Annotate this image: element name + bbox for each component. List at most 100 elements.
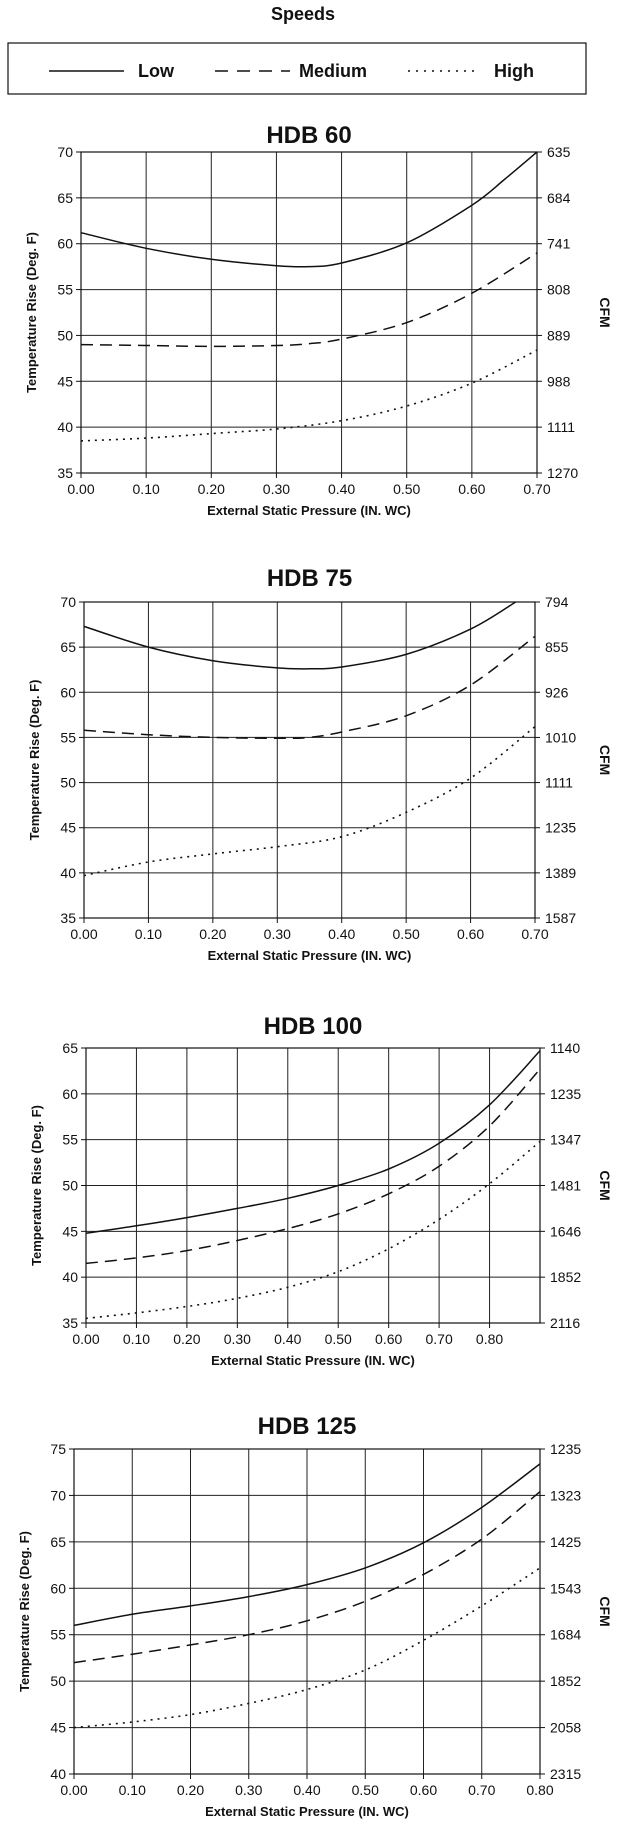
y2-tick-label: 1543 xyxy=(550,1580,581,1596)
y2-axis-label: CFM xyxy=(597,1170,613,1200)
x-tick-label: 0.10 xyxy=(135,926,162,942)
y-axis-label: Temperature Rise (Deg. F) xyxy=(17,1531,32,1692)
x-tick-label: 0.20 xyxy=(199,926,226,942)
y-tick-label: 45 xyxy=(60,820,76,836)
chart-title: HDB 100 xyxy=(264,1013,363,1040)
y2-tick-label: 635 xyxy=(547,144,571,160)
y-tick-label: 45 xyxy=(57,373,73,389)
chart-hdb-125: HDB 125 0.00 0.10 0.20 0.30 0.40 0.50 0.60 0.70 0… xyxy=(17,1413,613,1819)
y2-axis-label: CFM xyxy=(597,745,613,775)
y2-tick-label: 855 xyxy=(545,639,569,655)
series-line-medium xyxy=(85,1068,541,1265)
y-tick-label: 55 xyxy=(50,1627,66,1643)
y-axis-label: Temperature Rise (Deg. F) xyxy=(24,232,39,393)
y-tick-label: 60 xyxy=(57,236,73,252)
series-line-medium xyxy=(80,252,538,348)
x-tick-label: 0.20 xyxy=(198,481,225,497)
series-line-high xyxy=(83,725,536,877)
y-tick-label: 60 xyxy=(62,1086,78,1102)
y-tick-label: 60 xyxy=(60,684,76,700)
x-tick-label: 0.70 xyxy=(468,1782,495,1798)
x-tick-label: 0.50 xyxy=(325,1331,352,1347)
y-tick-label: 35 xyxy=(57,465,73,481)
x-tick-label: 0.40 xyxy=(328,481,355,497)
x-tick-label: 0.30 xyxy=(235,1782,262,1798)
y-tick-label: 40 xyxy=(50,1766,66,1782)
x-tick-label: 0.80 xyxy=(476,1331,503,1347)
x-axis-label: External Static Pressure (IN. WC) xyxy=(211,1353,415,1368)
series-line-medium xyxy=(73,1491,541,1664)
legend-label-high: High xyxy=(494,61,534,81)
y-tick-label: 65 xyxy=(50,1534,66,1550)
y2-tick-label: 1852 xyxy=(550,1673,581,1689)
y-tick-label: 70 xyxy=(50,1487,66,1503)
series-line-low xyxy=(83,601,517,670)
y-tick-label: 55 xyxy=(60,729,76,745)
x-tick-label: 0.40 xyxy=(274,1331,301,1347)
y-tick-label: 70 xyxy=(60,594,76,610)
x-tick-label: 0.10 xyxy=(119,1782,146,1798)
charts: HDB 60 0.00 0.10 0.20 0.30 0.40 0.50 0.60 0.70 35… xyxy=(17,122,613,1819)
y2-tick-label: 808 xyxy=(547,282,571,298)
y2-tick-label: 1481 xyxy=(550,1178,581,1194)
x-axis-label: External Static Pressure (IN. WC) xyxy=(208,948,412,963)
x-tick-label: 0.30 xyxy=(263,481,290,497)
series-line-medium xyxy=(83,635,536,740)
x-tick-label: 0.00 xyxy=(60,1782,87,1798)
x-tick-label: 0.60 xyxy=(458,481,485,497)
x-tick-label: 0.20 xyxy=(173,1331,200,1347)
y2-tick-label: 1852 xyxy=(550,1269,581,1285)
x-tick-label: 0.30 xyxy=(264,926,291,942)
y2-tick-label: 794 xyxy=(545,594,569,610)
y-tick-label: 50 xyxy=(60,775,76,791)
legend-item-medium: Medium xyxy=(215,61,367,81)
y-tick-label: 75 xyxy=(50,1441,66,1457)
x-tick-label: 0.50 xyxy=(393,926,420,942)
y2-tick-label: 2058 xyxy=(550,1720,581,1736)
x-axis-label: External Static Pressure (IN. WC) xyxy=(207,503,411,518)
gridlines xyxy=(81,152,537,473)
y2-tick-label: 1111 xyxy=(545,775,573,791)
legend-heading: Speeds xyxy=(271,4,335,24)
y2-tick-label: 1646 xyxy=(550,1223,581,1239)
gridlines xyxy=(74,1449,540,1774)
gridlines xyxy=(86,1048,540,1323)
legend-item-high: High xyxy=(408,61,534,81)
y-tick-label: 60 xyxy=(50,1580,66,1596)
y-tick-label: 35 xyxy=(62,1315,78,1331)
x-tick-label: 0.50 xyxy=(393,481,420,497)
y2-tick-label: 1347 xyxy=(550,1132,581,1148)
y2-axis-label: CFM xyxy=(597,297,613,327)
y2-axis-label: CFM xyxy=(597,1596,613,1626)
chart-hdb-75: HDB 75 0.00 0.10 0.20 0.30 0.40 0.50 0.60 0.70 35… xyxy=(27,565,613,963)
y2-tick-label: 1010 xyxy=(545,729,576,745)
y2-tick-label: 889 xyxy=(547,327,571,343)
y-tick-label: 50 xyxy=(57,327,73,343)
x-tick-label: 0.00 xyxy=(72,1331,99,1347)
y-tick-label: 65 xyxy=(57,190,73,206)
x-tick-label: 0.20 xyxy=(177,1782,204,1798)
x-tick-label: 0.40 xyxy=(328,926,355,942)
y2-tick-label: 988 xyxy=(547,373,571,389)
x-tick-label: 0.50 xyxy=(352,1782,379,1798)
y2-tick-label: 1235 xyxy=(550,1086,581,1102)
y2-tick-label: 741 xyxy=(547,236,571,252)
x-tick-label: 0.00 xyxy=(70,926,97,942)
x-tick-label: 0.60 xyxy=(410,1782,437,1798)
legend-item-low: Low xyxy=(49,61,175,81)
x-tick-label: 0.70 xyxy=(523,481,550,497)
y2-tick-label: 2315 xyxy=(550,1766,581,1782)
plot-frame xyxy=(80,151,538,474)
y-tick-label: 35 xyxy=(60,910,76,926)
x-tick-label: 0.60 xyxy=(457,926,484,942)
x-tick-label: 0.80 xyxy=(526,1782,553,1798)
chart-title: HDB 60 xyxy=(266,122,351,149)
y-tick-label: 40 xyxy=(60,865,76,881)
y2-tick-label: 1425 xyxy=(550,1534,581,1550)
x-tick-label: 0.60 xyxy=(375,1331,402,1347)
y2-tick-label: 1684 xyxy=(550,1627,581,1643)
y-axis-label: Temperature Rise (Deg. F) xyxy=(27,680,42,841)
y-tick-label: 55 xyxy=(57,282,73,298)
y-tick-label: 40 xyxy=(62,1269,78,1285)
y2-tick-label: 1270 xyxy=(547,465,578,481)
